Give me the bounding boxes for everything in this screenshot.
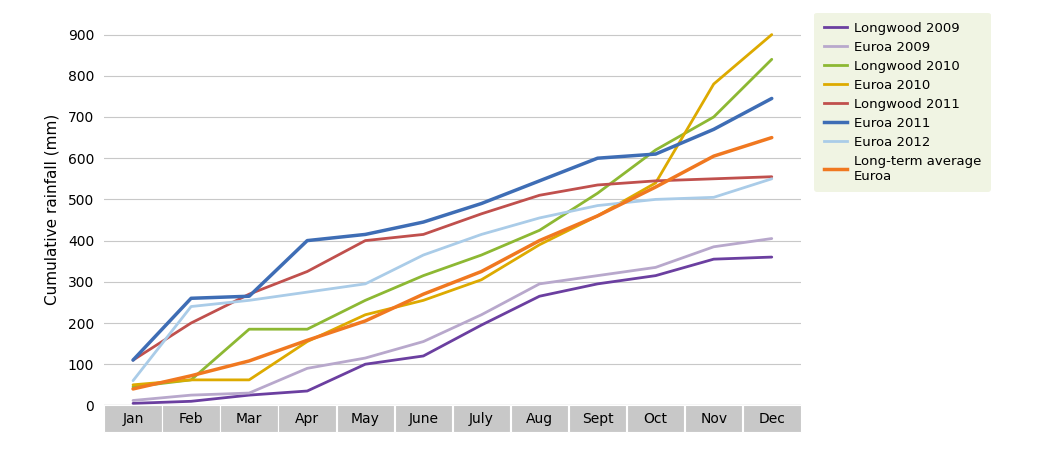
Text: Oct: Oct	[644, 412, 668, 426]
FancyBboxPatch shape	[685, 405, 743, 432]
Text: July: July	[469, 412, 494, 426]
Text: Mar: Mar	[236, 412, 262, 426]
FancyBboxPatch shape	[162, 405, 219, 432]
Text: June: June	[409, 412, 439, 426]
Text: Jan: Jan	[123, 412, 144, 426]
FancyBboxPatch shape	[394, 405, 452, 432]
FancyBboxPatch shape	[220, 405, 278, 432]
Text: May: May	[350, 412, 380, 426]
FancyBboxPatch shape	[627, 405, 684, 432]
FancyBboxPatch shape	[511, 405, 568, 432]
FancyBboxPatch shape	[452, 405, 511, 432]
Text: Dec: Dec	[758, 412, 785, 426]
Y-axis label: Cumulative rainfall (mm): Cumulative rainfall (mm)	[45, 114, 59, 305]
Text: Sept: Sept	[581, 412, 614, 426]
Text: Apr: Apr	[295, 412, 319, 426]
Text: Aug: Aug	[526, 412, 553, 426]
FancyBboxPatch shape	[104, 405, 162, 432]
FancyBboxPatch shape	[337, 405, 394, 432]
FancyBboxPatch shape	[279, 405, 336, 432]
Legend: Longwood 2009, Euroa 2009, Longwood 2010, Euroa 2010, Longwood 2011, Euroa 2011,: Longwood 2009, Euroa 2009, Longwood 2010…	[814, 13, 990, 192]
Text: Feb: Feb	[179, 412, 204, 426]
FancyBboxPatch shape	[569, 405, 626, 432]
Text: Nov: Nov	[700, 412, 727, 426]
FancyBboxPatch shape	[743, 405, 801, 432]
